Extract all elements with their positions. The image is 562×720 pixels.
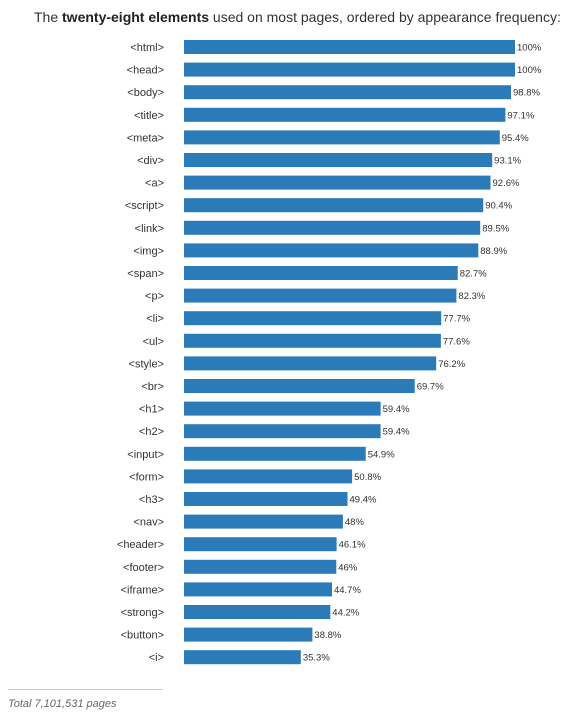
category-label-meta: <meta> xyxy=(127,132,164,144)
category-label-title: <title> xyxy=(134,110,164,122)
category-label-iframe: <iframe> xyxy=(121,584,164,596)
bar-html xyxy=(184,40,515,54)
footer-note: Total 7,101,531 pages xyxy=(8,698,117,710)
category-label-html: <html> xyxy=(130,42,164,54)
value-label-p: 82.3% xyxy=(458,291,485,302)
bar-i xyxy=(184,650,301,665)
title-emphasis: twenty-eight elements xyxy=(62,9,210,25)
value-label-style: 76.2% xyxy=(438,359,465,370)
value-label-h1: 59.4% xyxy=(383,404,410,415)
value-label-h3: 49.4% xyxy=(350,495,377,506)
category-label-header: <header> xyxy=(117,539,164,551)
value-label-body: 98.8% xyxy=(513,88,540,99)
category-label-h1: <h1> xyxy=(139,404,164,416)
category-label-ul: <ul> xyxy=(143,336,164,348)
category-label-style: <style> xyxy=(129,358,164,370)
value-label-ul: 77.6% xyxy=(443,336,470,347)
category-label-li: <li> xyxy=(146,313,164,325)
bar-button xyxy=(184,627,313,642)
bar-nav xyxy=(184,514,343,529)
value-label-nav: 48% xyxy=(345,517,365,528)
bar-meta xyxy=(184,130,500,145)
bar-a xyxy=(184,175,491,190)
value-label-img: 88.9% xyxy=(480,246,507,257)
category-label-body: <body> xyxy=(127,87,164,99)
value-label-meta: 95.4% xyxy=(502,133,529,144)
value-label-link: 89.5% xyxy=(482,223,509,234)
category-label-script: <script> xyxy=(125,200,164,212)
chart-title: The twenty-eight elements used on most p… xyxy=(34,8,561,26)
bar-iframe xyxy=(184,582,332,597)
bar-strong xyxy=(184,605,331,619)
value-label-form: 50.8% xyxy=(354,472,381,483)
bar-chart: <html> 100% <head> 100% <body> 98.8% <title> 97… xyxy=(117,40,542,665)
bar-head xyxy=(184,62,515,77)
value-label-span: 82.7% xyxy=(460,269,487,280)
category-label-div: <div> xyxy=(137,155,164,167)
value-label-h2: 59.4% xyxy=(383,427,410,438)
category-label-link: <link> xyxy=(135,223,164,235)
bar-img xyxy=(184,243,479,258)
bar-h1 xyxy=(184,401,381,416)
category-label-head: <head> xyxy=(127,65,164,77)
category-label-h2: <h2> xyxy=(139,426,164,438)
bar-p xyxy=(184,288,457,303)
bar-input xyxy=(184,446,366,461)
category-label-footer: <footer> xyxy=(123,562,164,574)
title-prefix: The xyxy=(34,9,63,25)
category-label-img: <img> xyxy=(133,245,164,257)
bars-group: <html> 100% <head> 100% <body> 98.8% <title> 97… xyxy=(117,40,542,665)
category-label-button: <button> xyxy=(121,630,164,642)
bar-br xyxy=(184,379,415,393)
bar-h2 xyxy=(184,424,381,439)
category-label-input: <input> xyxy=(127,449,164,461)
category-label-nav: <nav> xyxy=(133,517,164,529)
bar-style xyxy=(184,356,437,371)
bar-link xyxy=(184,220,481,235)
bar-li xyxy=(184,311,442,326)
category-label-h3: <h3> xyxy=(139,494,164,506)
value-label-head: 100% xyxy=(517,65,542,76)
bar-footer xyxy=(184,559,337,574)
bar-body xyxy=(184,85,511,100)
category-label-a: <a> xyxy=(145,178,164,190)
value-label-div: 93.1% xyxy=(494,156,521,167)
value-label-button: 38.8% xyxy=(314,630,341,641)
category-label-br: <br> xyxy=(141,381,164,393)
value-label-br: 69.7% xyxy=(417,382,444,393)
bar-div xyxy=(184,153,493,167)
value-label-footer: 46% xyxy=(338,562,358,573)
bar-form xyxy=(184,469,353,484)
value-label-html: 100% xyxy=(517,43,542,54)
category-label-p: <p> xyxy=(145,291,164,303)
bar-ul xyxy=(184,333,441,348)
category-label-span: <span> xyxy=(127,268,164,280)
value-label-iframe: 44.7% xyxy=(334,585,361,596)
category-label-form: <form> xyxy=(129,471,164,483)
value-label-a: 92.6% xyxy=(493,178,520,189)
value-label-header: 46.1% xyxy=(339,540,366,551)
value-label-title: 97.1% xyxy=(507,110,534,121)
bar-header xyxy=(184,537,337,552)
bar-h3 xyxy=(184,492,348,506)
value-label-i: 35.3% xyxy=(303,653,330,664)
category-label-i: <i> xyxy=(149,652,164,664)
title-suffix: used on most pages, ordered by appearanc… xyxy=(209,9,561,25)
value-label-strong: 44.2% xyxy=(332,608,359,619)
footer-divider xyxy=(8,689,163,690)
category-label-strong: <strong> xyxy=(121,607,164,619)
value-label-input: 54.9% xyxy=(368,449,395,460)
value-label-li: 77.7% xyxy=(443,314,470,325)
bar-span xyxy=(184,266,458,280)
value-label-script: 90.4% xyxy=(485,201,512,212)
bar-title xyxy=(184,107,506,122)
bar-script xyxy=(184,198,484,213)
